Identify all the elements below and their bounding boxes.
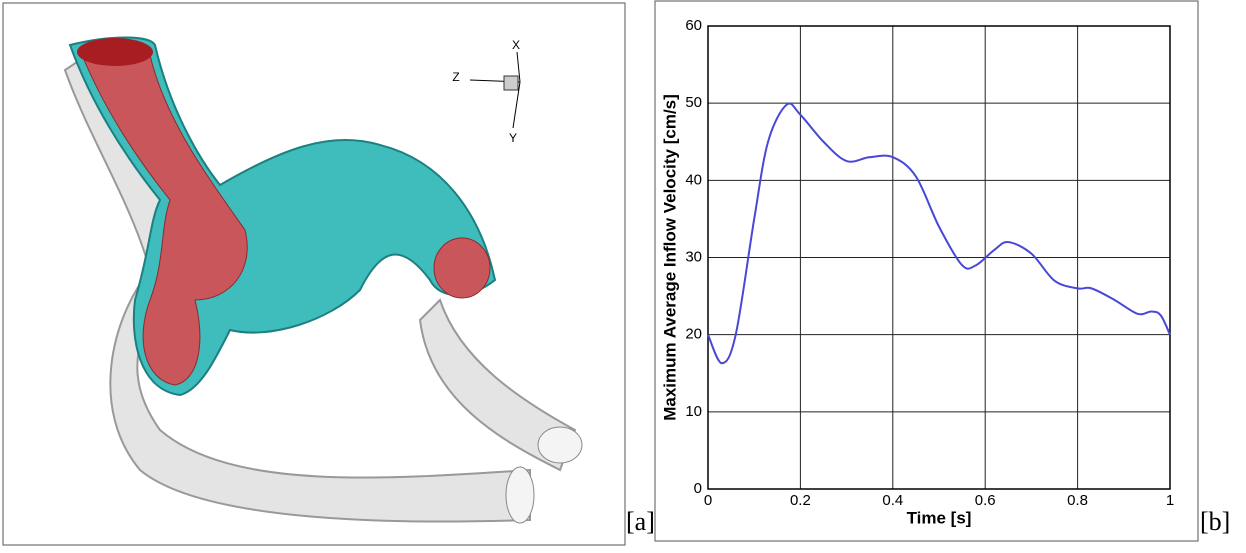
triad-label: X xyxy=(512,38,520,52)
render-panel: X Z Y xyxy=(2,2,626,546)
vessel-interior xyxy=(79,45,248,386)
panel-frame xyxy=(654,0,1199,542)
plot-frame xyxy=(707,25,1171,490)
grey-tube xyxy=(418,298,577,472)
tube-end xyxy=(505,466,535,524)
y-tick-label: 60 xyxy=(685,17,702,34)
y-tick-label: 40 xyxy=(685,171,702,188)
vessel-interior xyxy=(433,237,491,299)
x-tick-label: 0.4 xyxy=(882,492,903,509)
y-tick-label: 10 xyxy=(685,403,702,420)
triad-label: Y xyxy=(509,131,517,145)
y-axis-label: Maximum Average Inflow Velocity [cm/s] xyxy=(660,94,679,421)
x-tick-label: 0.8 xyxy=(1067,492,1088,509)
x-tick-label: 0.6 xyxy=(975,492,996,509)
line xyxy=(707,102,1171,365)
y-tick-label: 30 xyxy=(685,248,702,265)
y-tick-label: 20 xyxy=(685,326,702,343)
x-tick-label: 0 xyxy=(704,492,712,509)
triad-box xyxy=(503,75,519,91)
panel-label: [a] xyxy=(626,507,655,536)
tube-end xyxy=(537,426,583,464)
y-tick-label: 50 xyxy=(685,94,702,111)
triad-label: Z xyxy=(452,70,459,84)
triad-axis xyxy=(516,51,521,83)
x-tick-label: 0.2 xyxy=(790,492,811,509)
panel-label: [b] xyxy=(1200,507,1230,536)
inlet xyxy=(77,38,153,66)
x-tick-label: 1 xyxy=(1166,492,1174,509)
triad-axis xyxy=(512,81,521,129)
axis-triad: X Z Y xyxy=(452,38,521,145)
y-tick-label: 0 xyxy=(694,480,702,497)
x-axis-label: Time [s] xyxy=(907,508,972,527)
